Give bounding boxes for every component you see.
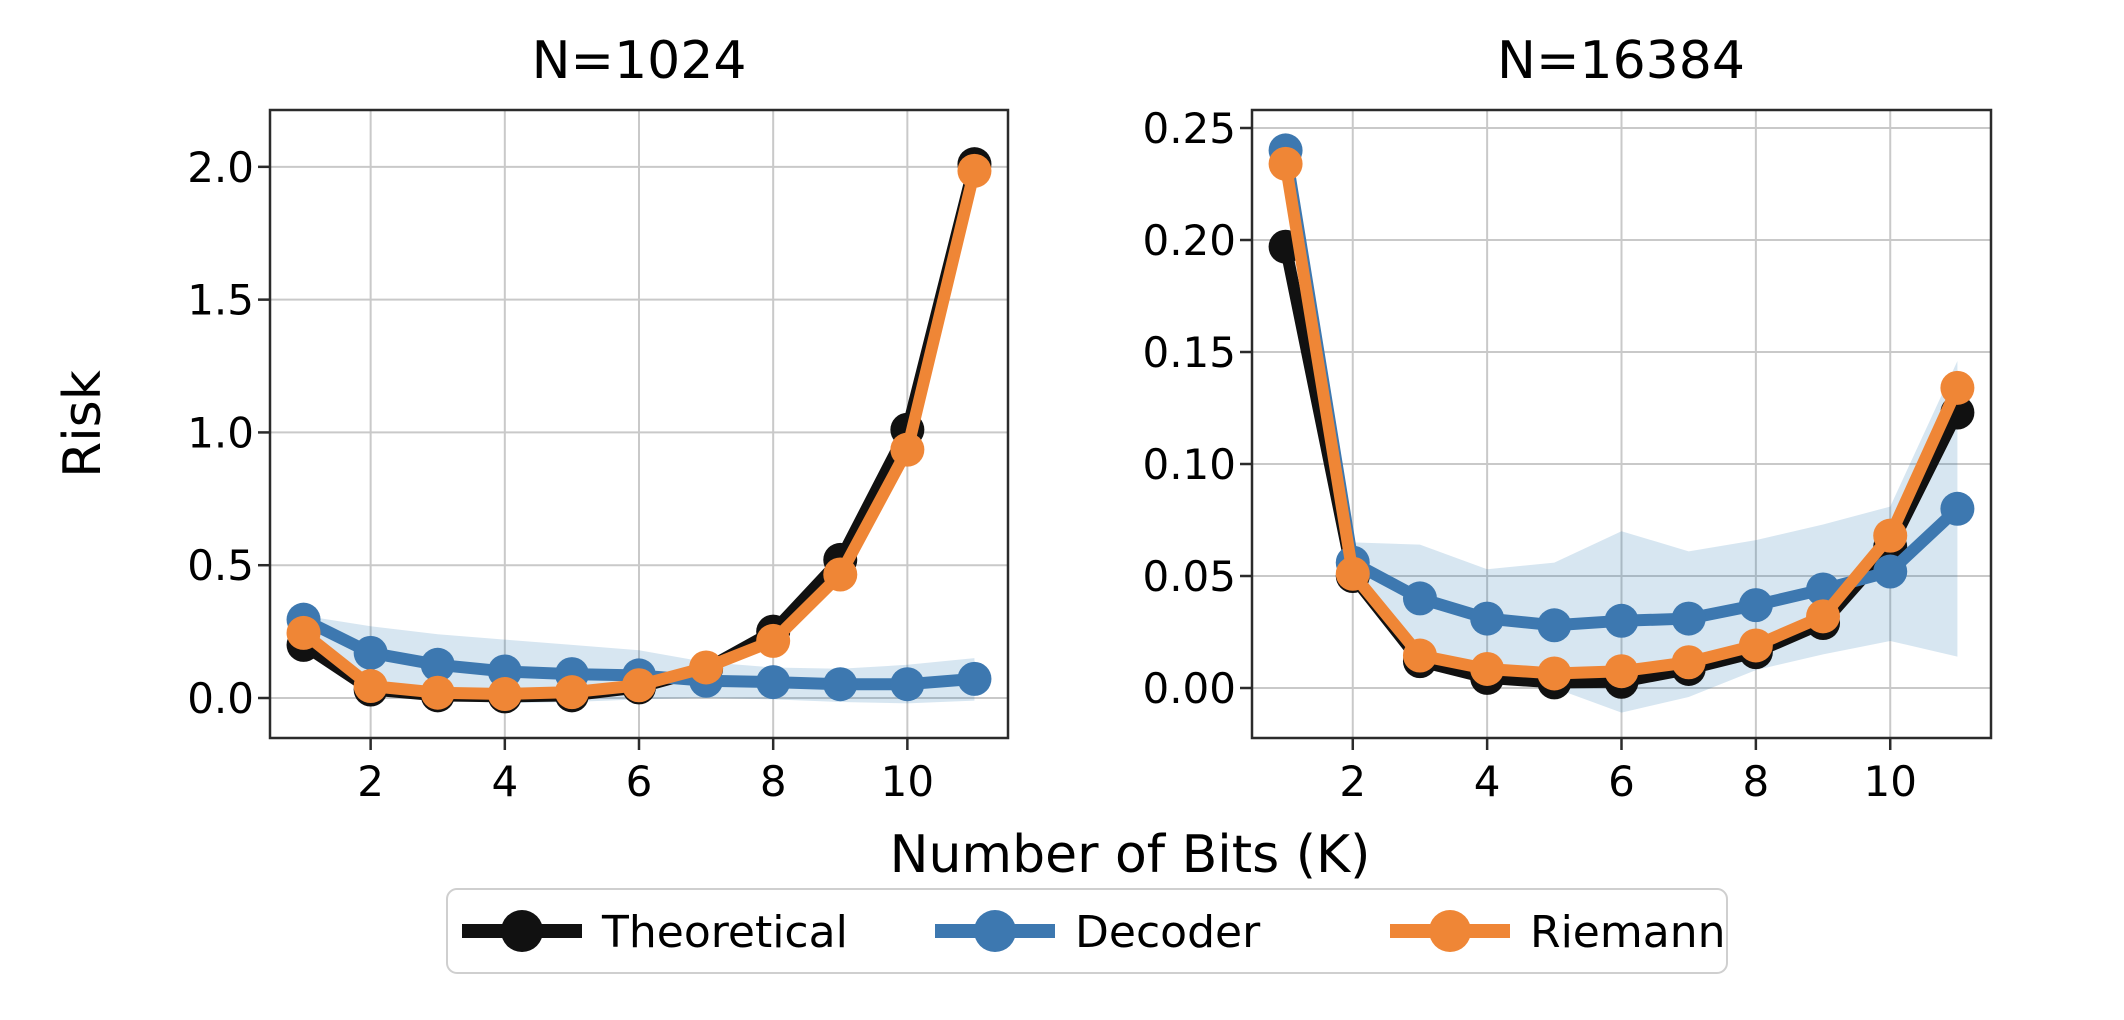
axes-spine [268, 108, 1010, 740]
y-tick-label: 2.0 [187, 143, 254, 192]
x-tick-label: 2 [1339, 757, 1366, 806]
decoder-marker-icon [974, 910, 1016, 952]
x-tick-label: 4 [1474, 757, 1501, 806]
axes-spine [1250, 108, 1993, 740]
legend-label-theoretical: Theoretical [601, 907, 848, 958]
legend-label-riemann: Riemann [1530, 907, 1725, 958]
legend: Theoretical Decoder Riemann [446, 888, 1728, 974]
x-tick-label: 6 [1608, 757, 1635, 806]
x-tick-label: 10 [881, 757, 934, 806]
marker-riemann [286, 615, 321, 650]
marker-riemann [1806, 599, 1841, 634]
y-tick-label: 0.25 [1142, 104, 1236, 153]
marker-riemann [420, 675, 455, 710]
y-tick-label: 0.15 [1142, 328, 1236, 377]
right-plot: 0.00 0.05 0.10 0.15 0.20 0.25 2 4 6 8 10 [1142, 104, 1993, 806]
y-axis-label: Risk [53, 370, 113, 478]
x-tick-label: 8 [1742, 757, 1769, 806]
marker-riemann [957, 153, 992, 188]
marker-decoder [1738, 588, 1773, 623]
y-tick-label: 0.20 [1142, 216, 1236, 265]
right-plot-title: N=16384 [1497, 31, 1745, 91]
marker-decoder [957, 661, 992, 696]
y-tick-label: 0.0 [187, 674, 254, 723]
marker-riemann [689, 650, 724, 685]
marker-riemann [554, 675, 589, 710]
marker-riemann [622, 668, 656, 703]
marker-riemann [1402, 638, 1437, 673]
marker-riemann [823, 557, 858, 592]
marker-decoder [1940, 491, 1975, 526]
x-tick-label: 6 [626, 757, 653, 806]
y-tick-label: 0.5 [187, 541, 254, 590]
x-tick-label: 8 [760, 757, 787, 806]
legend-item-theoretical: Theoretical [462, 907, 848, 958]
marker-decoder [1537, 608, 1572, 643]
x-tick-label: 2 [357, 757, 384, 806]
y-tick-label: 1.0 [187, 408, 254, 457]
marker-riemann [1671, 645, 1706, 680]
marker-riemann [353, 669, 388, 704]
marker-riemann [487, 677, 522, 712]
marker-decoder [756, 665, 791, 700]
marker-decoder [1402, 581, 1437, 616]
marker-riemann [756, 623, 791, 658]
legend-label-decoder: Decoder [1075, 907, 1261, 958]
marker-riemann [1940, 370, 1975, 405]
legend-box [446, 888, 1728, 974]
marker-decoder [1470, 601, 1505, 636]
riemann-marker-icon [1429, 910, 1471, 952]
x-tick-label: 4 [491, 757, 518, 806]
theoretical-marker-icon [501, 910, 543, 952]
x-tick-label: 10 [1864, 757, 1917, 806]
marker-riemann [1537, 656, 1572, 691]
legend-item-riemann: Riemann [1390, 907, 1725, 958]
marker-riemann [1604, 654, 1639, 689]
marker-riemann [1873, 518, 1908, 553]
marker-riemann [1268, 146, 1303, 181]
y-tick-label: 0.00 [1142, 664, 1236, 713]
confidence-band [1285, 134, 1958, 713]
marker-decoder [1873, 554, 1908, 589]
marker-decoder [353, 635, 388, 670]
marker-decoder [890, 667, 925, 702]
y-tick-label: 0.05 [1142, 552, 1236, 601]
marker-riemann [1738, 628, 1773, 663]
marker-decoder [1671, 601, 1706, 636]
x-axis-label: Number of Bits (K) [890, 825, 1371, 885]
marker-riemann [1335, 556, 1370, 591]
marker-decoder [1604, 603, 1639, 638]
marker-riemann [890, 432, 925, 467]
y-tick-label: 1.5 [187, 276, 254, 325]
legend-item-decoder: Decoder [935, 907, 1261, 958]
marker-decoder [823, 667, 858, 702]
marker-riemann [1470, 651, 1505, 686]
left-plot: 0.0 0.5 1.0 1.5 2.0 2 4 6 8 10 [187, 108, 1010, 806]
left-plot-title: N=1024 [532, 31, 747, 91]
y-tick-label: 0.10 [1142, 440, 1236, 489]
marker-decoder [420, 647, 455, 682]
